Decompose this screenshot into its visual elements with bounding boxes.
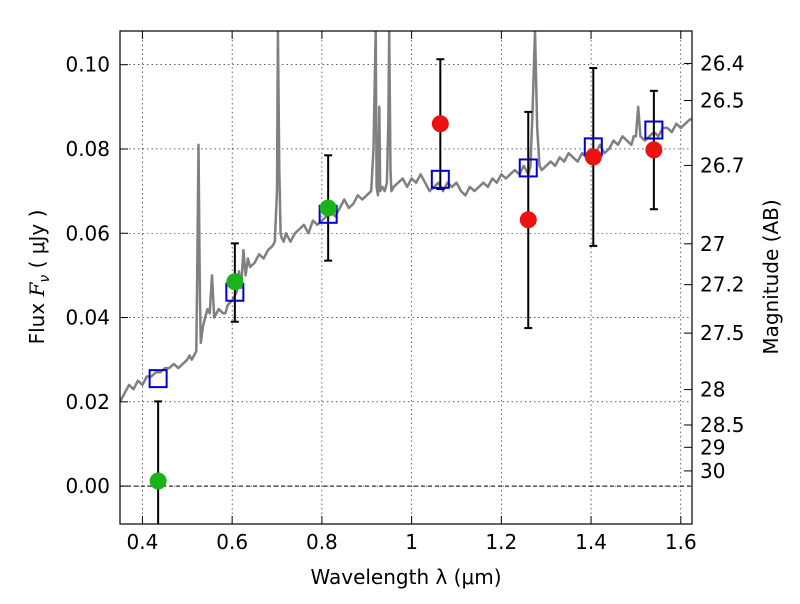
y-axis-title-left: Flux Fν ( μJy ): [25, 210, 53, 345]
model-photometry-square: [148, 369, 168, 389]
plot-background: [120, 31, 692, 524]
right-tick-label: 26.7: [700, 153, 745, 177]
x-tick-label: 1: [405, 530, 418, 554]
y-axis-title-symbol: F: [25, 281, 49, 297]
series-layer: [120, 31, 692, 524]
observed-point-green: [319, 199, 337, 217]
x-tick-label: 0.6: [216, 530, 248, 554]
y-axis-title-units: ( μJy ): [25, 210, 49, 275]
model-photometry-square: [518, 158, 538, 178]
observed-point-red: [645, 141, 663, 159]
right-tick-label: 28: [700, 378, 725, 402]
y-tick-label: 0.02: [65, 390, 110, 414]
x-tick-label: 0.4: [127, 530, 159, 554]
x-tick-label: 0.8: [306, 530, 338, 554]
model-photometry-square: [644, 120, 664, 140]
y-tick-label: 0.00: [65, 474, 110, 498]
x-tick-label: 1.4: [575, 530, 607, 554]
y-axis-title-prefix: Flux: [25, 296, 49, 344]
x-axis-title: Wavelength λ (μm): [310, 565, 501, 589]
tick-labels: 0.4 0.6 0.8 1 1.2 1.4 1.6 0.00 0.02 0.04 0.06 0.08 0…: [65, 51, 744, 554]
tick-marks: [120, 31, 692, 524]
model-photometry-square: [430, 169, 450, 189]
y-axis-title-right: Magnitude (AB): [759, 199, 783, 354]
right-tick-label: 30: [700, 459, 725, 483]
y-tick-label: 0.08: [65, 137, 110, 161]
observed-point-green: [226, 273, 244, 291]
right-tick-label: 29: [700, 435, 725, 459]
observed-point-red: [519, 211, 537, 229]
plot-frame: [119, 30, 693, 525]
right-tick-label: 27.5: [700, 321, 745, 345]
observed-point-red: [431, 115, 449, 133]
right-tick-label: 27.2: [700, 273, 745, 297]
x-tick-label: 1.2: [485, 530, 517, 554]
y-axis-title-subscript: ν: [37, 275, 53, 283]
right-tick-label: 26.5: [700, 89, 745, 113]
right-tick-label: 27: [700, 232, 725, 256]
y-tick-label: 0.06: [65, 221, 110, 245]
observed-point-green: [149, 472, 167, 490]
right-tick-label: 28.5: [700, 413, 745, 437]
x-tick-label: 1.6: [665, 530, 697, 554]
y-tick-label: 0.04: [65, 306, 110, 330]
observed-point-red: [584, 148, 602, 166]
y-tick-label: 0.10: [65, 53, 110, 77]
right-tick-label: 26.4: [700, 51, 745, 75]
